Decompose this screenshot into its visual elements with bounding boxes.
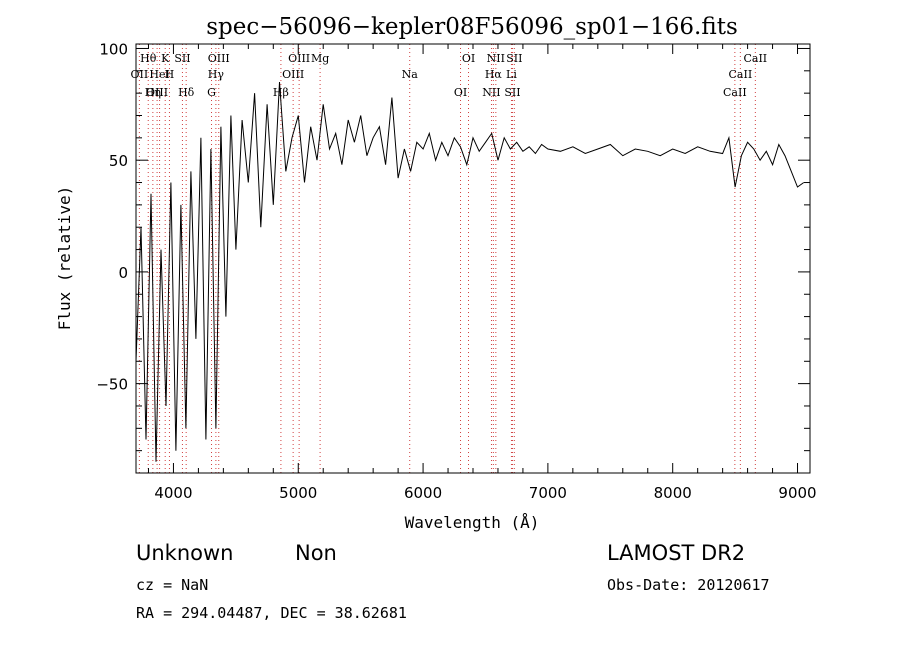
spectral-line-label: SII (174, 52, 190, 65)
line-labels: Hθ OII OIII K HeI Hη SII HHδ OIII Hγ G OIII OIII Hβ Mg… (131, 52, 768, 99)
spectral-line-label: Hθ (140, 52, 157, 65)
spectral-line-label: NII (487, 52, 505, 65)
x-tick-label: 9000 (778, 484, 816, 502)
spectral-line-label: OI (454, 86, 467, 99)
y-tick-label: 50 (109, 152, 128, 170)
object-class: Unknown (136, 541, 234, 565)
spectral-line-label: OIII (208, 52, 230, 65)
spectral-line-label: NII (482, 86, 500, 99)
spectral-line-label: CaII (729, 68, 753, 81)
x-tick-label: 7000 (529, 484, 567, 502)
plot-frame (135, 43, 811, 474)
chart-title: spec−56096−kepler08F56096_sp01−166.fits (206, 14, 738, 40)
flux-line (135, 81, 805, 462)
spectral-line-label: Hη (145, 86, 161, 99)
spectral-line-label: Na (402, 68, 419, 81)
coordinates-text: RA = 294.04487, DEC = 38.62681 (136, 604, 407, 622)
object-subclass: Non (295, 541, 337, 565)
redshift-text: cz = NaN (136, 576, 209, 594)
flux-series (135, 81, 805, 462)
x-tick-label: 8000 (654, 484, 692, 502)
spectral-line-label: H (165, 68, 175, 81)
spectral-line-label: SII (506, 52, 522, 65)
x-tick-label: 6000 (404, 484, 442, 502)
y-tick-label: 0 (118, 264, 128, 282)
spectral-line-label: Hγ (208, 68, 225, 81)
y-tick-label: −50 (96, 376, 128, 394)
survey-name: LAMOST DR2 (607, 541, 746, 565)
spectral-line-label: Hα (485, 68, 503, 81)
spectral-line-label: OIII (288, 52, 310, 65)
spectral-line-label: OII (131, 68, 149, 81)
x-axis-label: Wavelength (Å) (405, 513, 540, 532)
spectral-line-label: SII (504, 86, 520, 99)
axis-ticks: 4000 5000 6000 7000 8000 9000 −50 0 50 100 (96, 40, 816, 502)
spectral-line-label: Mg (311, 52, 329, 65)
spectral-line-label: Hδ (178, 86, 195, 99)
spectral-line-label: OIII (146, 86, 168, 99)
spectral-line-label: CaII (743, 52, 767, 65)
spectral-line-label: CaII (723, 86, 747, 99)
spectral-line-label: OI (462, 52, 475, 65)
spectral-line-label: G (207, 86, 216, 99)
y-tick-label: 100 (99, 40, 128, 58)
spectral-line-label: Li (506, 68, 517, 81)
spectral-lines (138, 44, 756, 473)
x-tick-label: 4000 (154, 484, 192, 502)
spectral-line-label: Hβ (273, 86, 289, 99)
obs-date-text: Obs-Date: 20120617 (607, 576, 770, 594)
x-tick-label: 5000 (279, 484, 317, 502)
y-axis-label: Flux (relative) (55, 186, 74, 331)
spectral-line-label: OIII (282, 68, 304, 81)
spectral-line-label: K (161, 52, 170, 65)
spectral-line-label: HeI (149, 68, 169, 81)
